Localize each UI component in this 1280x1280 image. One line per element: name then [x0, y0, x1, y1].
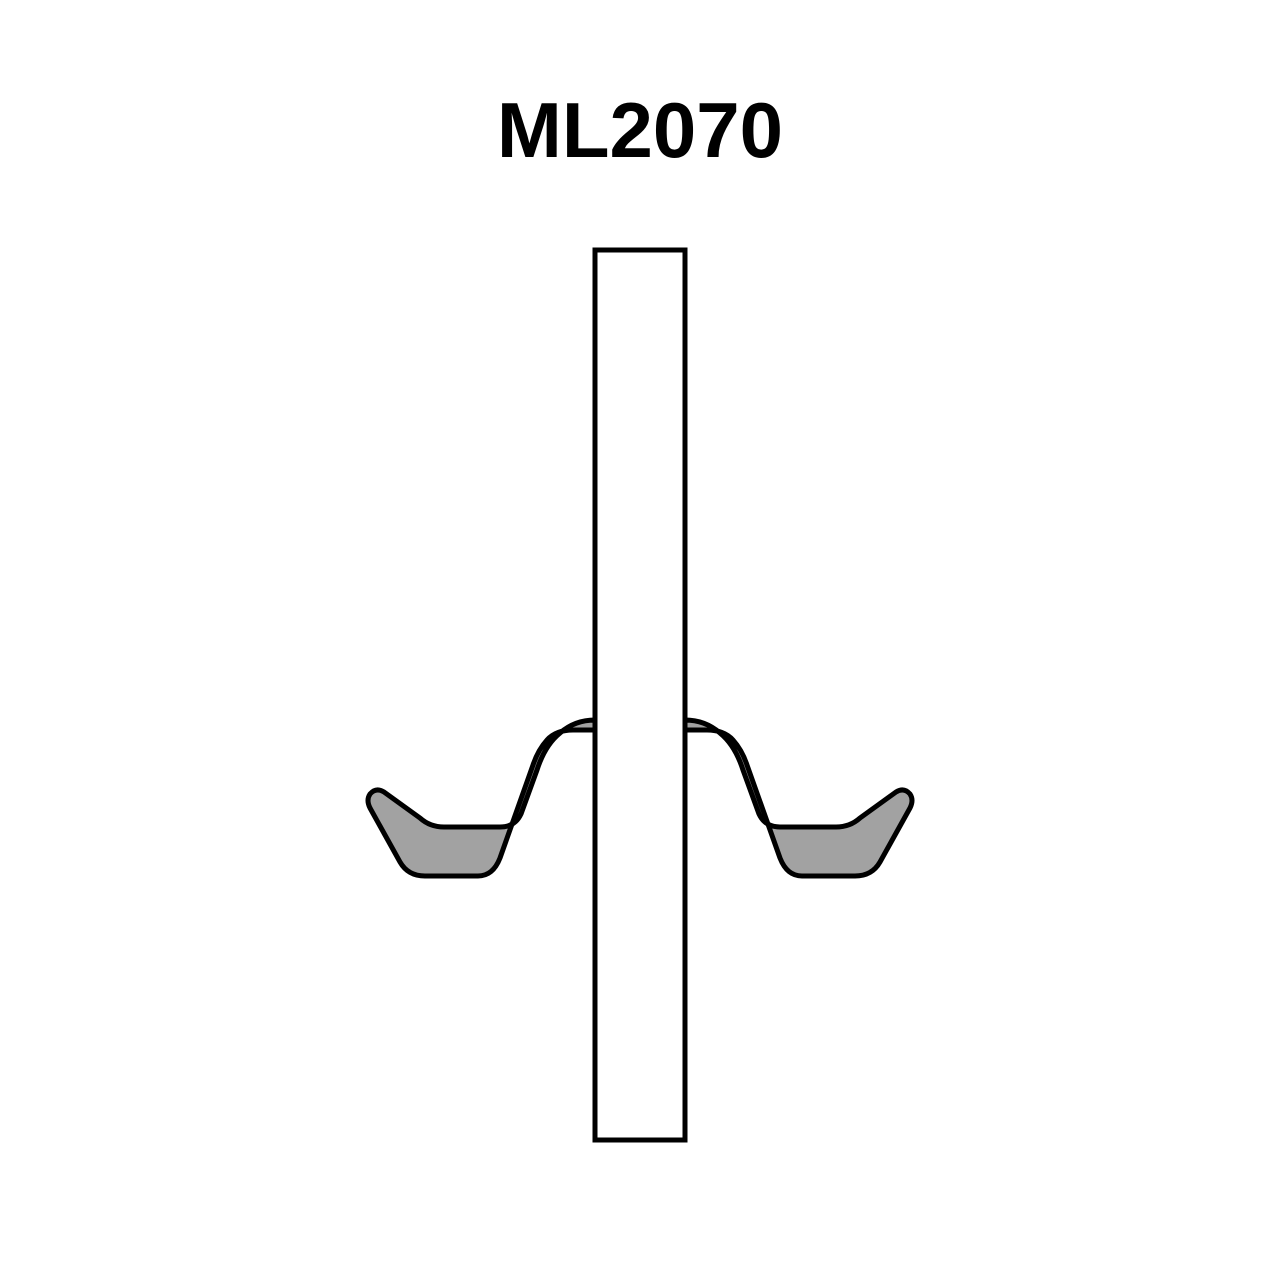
lock-diagram-svg [0, 0, 1280, 1280]
lever-left-icon [368, 720, 595, 876]
escutcheon-plate [595, 250, 685, 1140]
diagram-canvas: ML2070 [0, 0, 1280, 1280]
lever-right-icon [685, 720, 912, 876]
